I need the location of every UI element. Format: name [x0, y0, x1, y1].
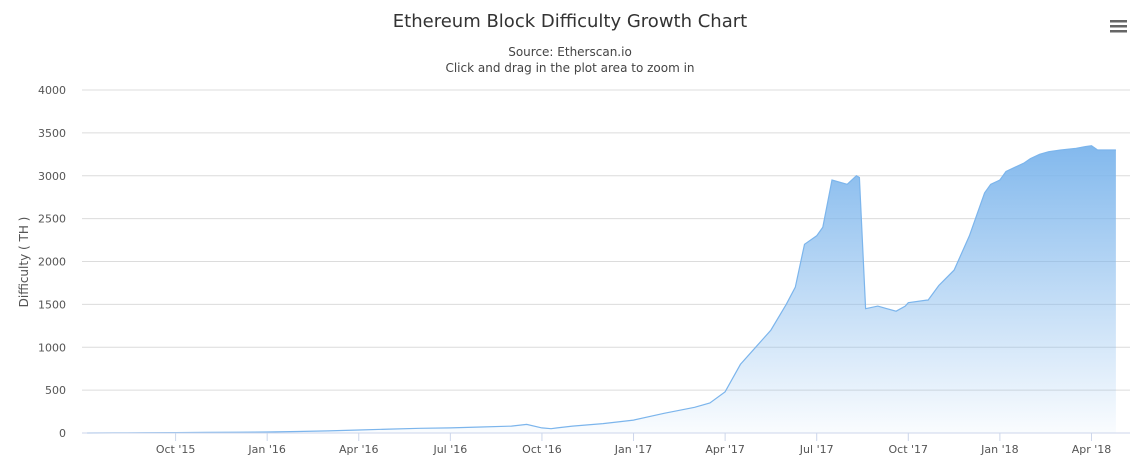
x-axis: Oct '15 Jan '16 Apr '16 Jul '16 Oct '16 Jan '… — [82, 432, 1130, 456]
x-tick-label: Oct '16 — [522, 443, 562, 456]
y-axis: 0 500 1000 1500 2000 2500 3000 3500 4000 — [38, 84, 66, 440]
x-tick-label: Apr '16 — [339, 443, 379, 456]
y-tick-label: 2000 — [38, 256, 66, 269]
x-tick-label: Jan '18 — [980, 443, 1018, 456]
y-tick-label: 1000 — [38, 341, 66, 354]
y-tick-label: 2500 — [38, 213, 66, 226]
x-tick-label: Jul '17 — [799, 443, 834, 456]
difficulty-series-line[interactable] — [87, 145, 1116, 434]
hamburger-menu-icon[interactable] — [1110, 19, 1128, 33]
x-tick-label: Oct '15 — [156, 443, 196, 456]
y-tick-label: 4000 — [38, 84, 66, 97]
x-tick-label: Apr '17 — [705, 443, 745, 456]
chart-title: Ethereum Block Difficulty Growth Chart — [393, 11, 747, 32]
y-tick-label: 500 — [45, 384, 66, 397]
chart-zoom-hint: Click and drag in the plot area to zoom … — [445, 61, 694, 75]
y-tick-label: 3000 — [38, 170, 66, 183]
difficulty-area-fill — [87, 145, 1116, 433]
x-tick-label: Jan '17 — [614, 443, 652, 456]
x-tick-label: Apr '18 — [1072, 443, 1112, 456]
y-tick-label: 1500 — [38, 298, 66, 311]
y-axis-title: Difficulty ( TH ) — [17, 217, 31, 308]
chart-subtitle: Source: Etherscan.io — [508, 45, 632, 59]
x-tick-label: Jan '16 — [247, 443, 285, 456]
y-tick-label: 0 — [59, 427, 66, 440]
series-area — [87, 145, 1116, 434]
x-tick-label: Jul '16 — [432, 443, 467, 456]
y-tick-label: 3500 — [38, 127, 66, 140]
x-tick-label: Oct '17 — [889, 443, 929, 456]
